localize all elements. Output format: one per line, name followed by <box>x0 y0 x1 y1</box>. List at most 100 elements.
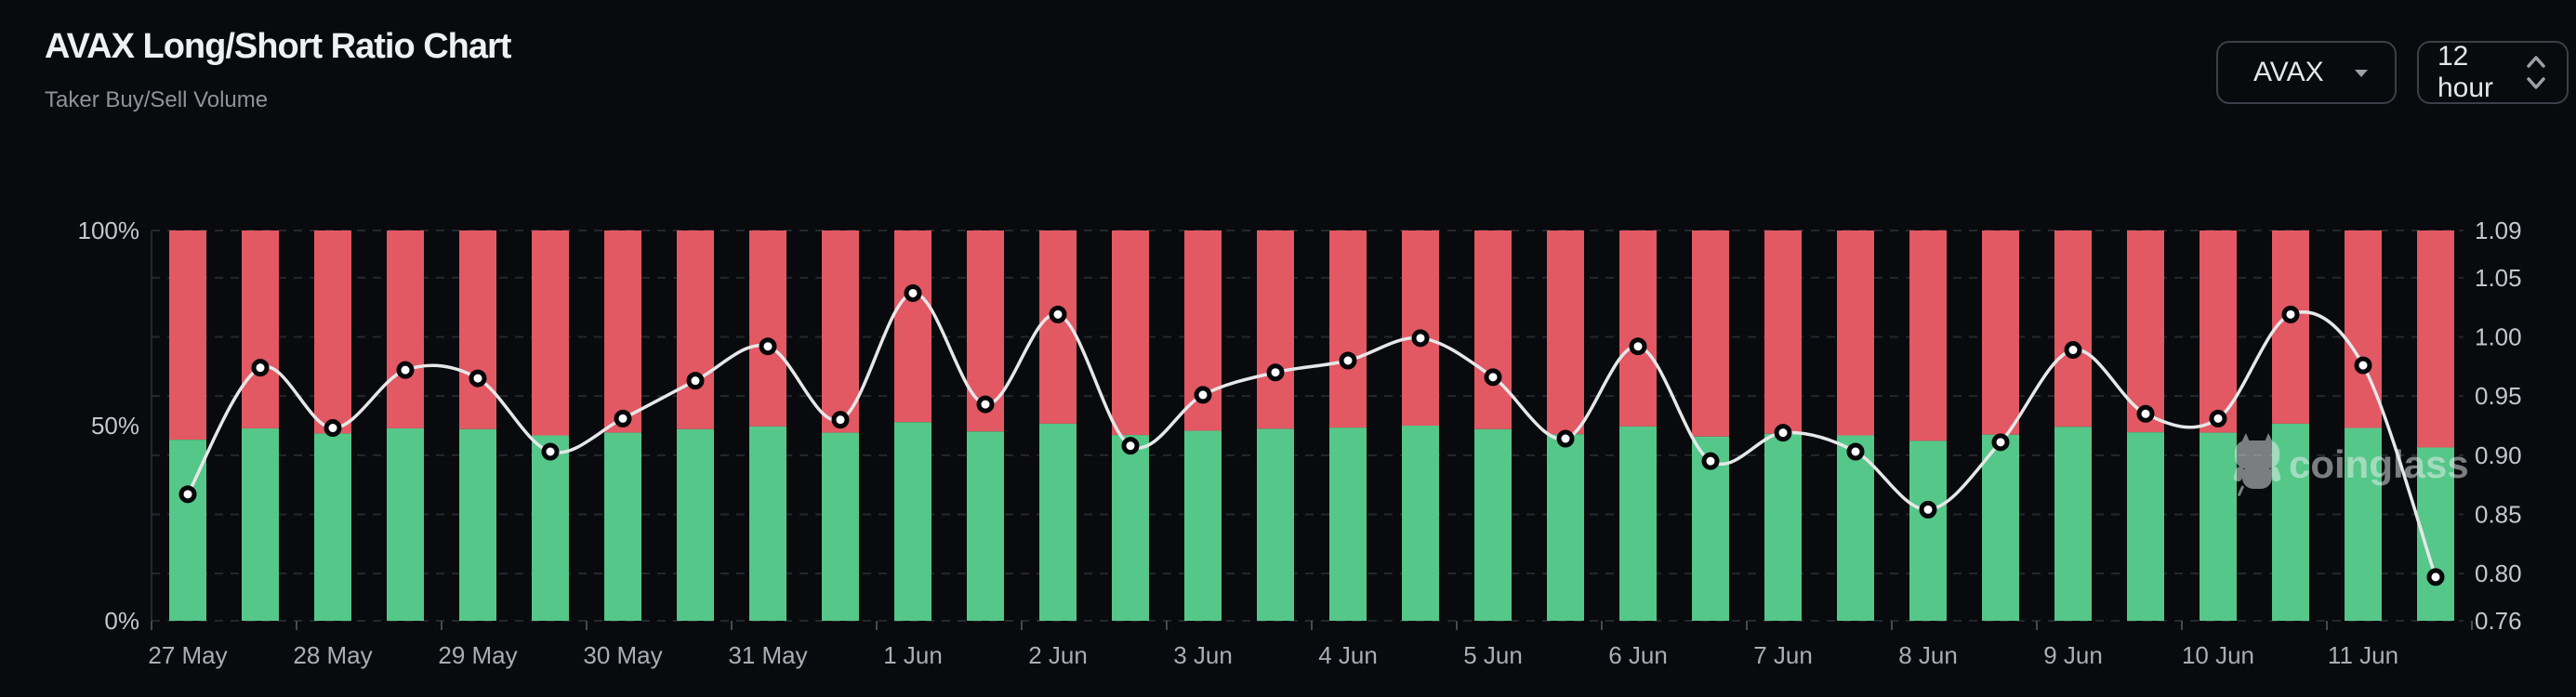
short-bar-segment[interactable] <box>1474 230 1512 429</box>
long-bar-segment[interactable] <box>1547 434 1584 621</box>
short-bar-segment[interactable] <box>1402 230 1439 426</box>
ratio-point[interactable] <box>178 485 197 504</box>
long-bar-segment[interactable] <box>1184 430 1222 621</box>
short-bar-segment[interactable] <box>459 230 496 429</box>
ratio-point[interactable] <box>1121 437 1140 455</box>
long-bar-segment[interactable] <box>2345 427 2382 621</box>
ratio-point[interactable] <box>1049 305 1067 323</box>
ratio-point[interactable] <box>1629 337 1647 356</box>
interval-dropdown[interactable]: 12 hour <box>2417 41 2569 104</box>
short-bar-segment[interactable] <box>1329 230 1367 428</box>
long-bar-segment[interactable] <box>1619 426 1657 621</box>
short-bar-segment[interactable] <box>2200 230 2237 433</box>
ratio-point[interactable] <box>976 395 995 414</box>
long-bar-segment[interactable] <box>2054 427 2092 621</box>
short-bar-segment[interactable] <box>2054 230 2092 427</box>
long-bar-segment[interactable] <box>1039 423 1077 621</box>
x-axis-label: 31 May <box>728 641 807 669</box>
long-bar-segment[interactable] <box>2200 432 2237 621</box>
long-bar-segment[interactable] <box>1764 433 1802 621</box>
ratio-point[interactable] <box>469 369 487 388</box>
long-bar-segment[interactable] <box>1402 426 1439 621</box>
long-bar-segment[interactable] <box>1112 435 1149 621</box>
short-bar-segment[interactable] <box>2417 230 2454 448</box>
ratio-point[interactable] <box>831 411 850 429</box>
x-axis-label: 9 Jun <box>2043 641 2103 669</box>
long-bar-segment[interactable] <box>387 427 424 621</box>
y-axis-right-label: 0.90 <box>2475 441 2522 469</box>
ratio-point[interactable] <box>1846 442 1865 461</box>
short-bar-segment[interactable] <box>1764 230 1802 434</box>
short-bar-segment[interactable] <box>2127 230 2164 433</box>
long-bar-segment[interactable] <box>1329 427 1367 621</box>
short-bar-segment[interactable] <box>242 230 279 428</box>
long-bar-segment[interactable] <box>459 428 496 621</box>
ratio-point[interactable] <box>396 361 415 379</box>
short-bar-segment[interactable] <box>1112 230 1149 436</box>
long-bar-segment[interactable] <box>604 432 641 621</box>
long-bar-segment[interactable] <box>749 426 786 621</box>
ratio-point[interactable] <box>1701 452 1720 470</box>
ratio-point[interactable] <box>1991 433 2010 452</box>
long-bar-segment[interactable] <box>1474 428 1512 621</box>
short-bar-segment[interactable] <box>1257 230 1294 429</box>
short-bar-segment[interactable] <box>169 230 206 441</box>
short-bar-segment[interactable] <box>1619 230 1657 427</box>
short-bar-segment[interactable] <box>387 230 424 428</box>
ratio-point[interactable] <box>2136 404 2155 423</box>
long-bar-segment[interactable] <box>1257 428 1294 621</box>
axes-layer: 27 May 28 May 29 May 30 May 31 May 1 Jun 2 Jun… <box>78 217 2522 669</box>
long-bar-segment[interactable] <box>1837 435 1874 622</box>
ratio-point[interactable] <box>2426 568 2445 586</box>
ratio-point[interactable] <box>2354 356 2372 375</box>
ratio-point[interactable] <box>2281 305 2300 323</box>
ratio-point[interactable] <box>686 372 705 390</box>
long-bar-segment[interactable] <box>1909 441 1947 621</box>
long-bar-segment[interactable] <box>822 432 859 621</box>
short-bar-segment[interactable] <box>1982 230 2019 435</box>
long-bar-segment[interactable] <box>2127 432 2164 621</box>
short-bar-segment[interactable] <box>1692 230 1729 437</box>
long-bar-segment[interactable] <box>894 422 931 621</box>
long-bar-segment[interactable] <box>532 435 569 622</box>
gridlines-layer <box>151 230 2464 622</box>
ratio-point[interactable] <box>251 359 270 377</box>
ratio-point[interactable] <box>324 419 342 438</box>
ratio-point[interactable] <box>1556 429 1575 448</box>
x-axis-label: 2 Jun <box>1028 641 1088 669</box>
long-bar-segment[interactable] <box>242 427 279 621</box>
ratio-point[interactable] <box>1774 424 1792 442</box>
ratio-point[interactable] <box>614 409 632 427</box>
ratio-point[interactable] <box>759 337 777 356</box>
ratio-point[interactable] <box>2064 341 2082 360</box>
short-bar-segment[interactable] <box>314 230 351 434</box>
ratio-point[interactable] <box>1194 386 1212 404</box>
short-bar-segment[interactable] <box>822 230 859 433</box>
short-bar-segment[interactable] <box>1837 230 1874 436</box>
symbol-dropdown[interactable]: AVAX <box>2216 41 2397 104</box>
ratio-point[interactable] <box>904 283 922 302</box>
short-bar-segment[interactable] <box>1547 230 1584 435</box>
ratio-point[interactable] <box>541 442 560 461</box>
ratio-line[interactable] <box>186 291 2437 579</box>
long-bar-segment[interactable] <box>1982 434 2019 621</box>
ratio-point[interactable] <box>1266 363 1285 382</box>
short-bar-segment[interactable] <box>1909 230 1947 441</box>
short-bar-segment[interactable] <box>677 230 714 429</box>
ratio-point[interactable] <box>1339 351 1357 370</box>
short-bar-segment[interactable] <box>2272 230 2309 424</box>
ratio-point[interactable] <box>1411 329 1430 348</box>
ratio-point[interactable] <box>1919 500 1937 519</box>
long-bar-segment[interactable] <box>314 433 351 621</box>
x-axis-label: 30 May <box>583 641 662 669</box>
short-bar-segment[interactable] <box>604 230 641 433</box>
ratio-point[interactable] <box>1484 368 1502 387</box>
long-bar-segment[interactable] <box>967 431 1004 621</box>
short-bar-segment[interactable] <box>894 230 931 423</box>
short-bar-segment[interactable] <box>749 230 786 427</box>
ratio-point[interactable] <box>2209 409 2227 427</box>
short-bar-segment[interactable] <box>532 230 569 436</box>
long-bar-segment[interactable] <box>677 428 714 621</box>
